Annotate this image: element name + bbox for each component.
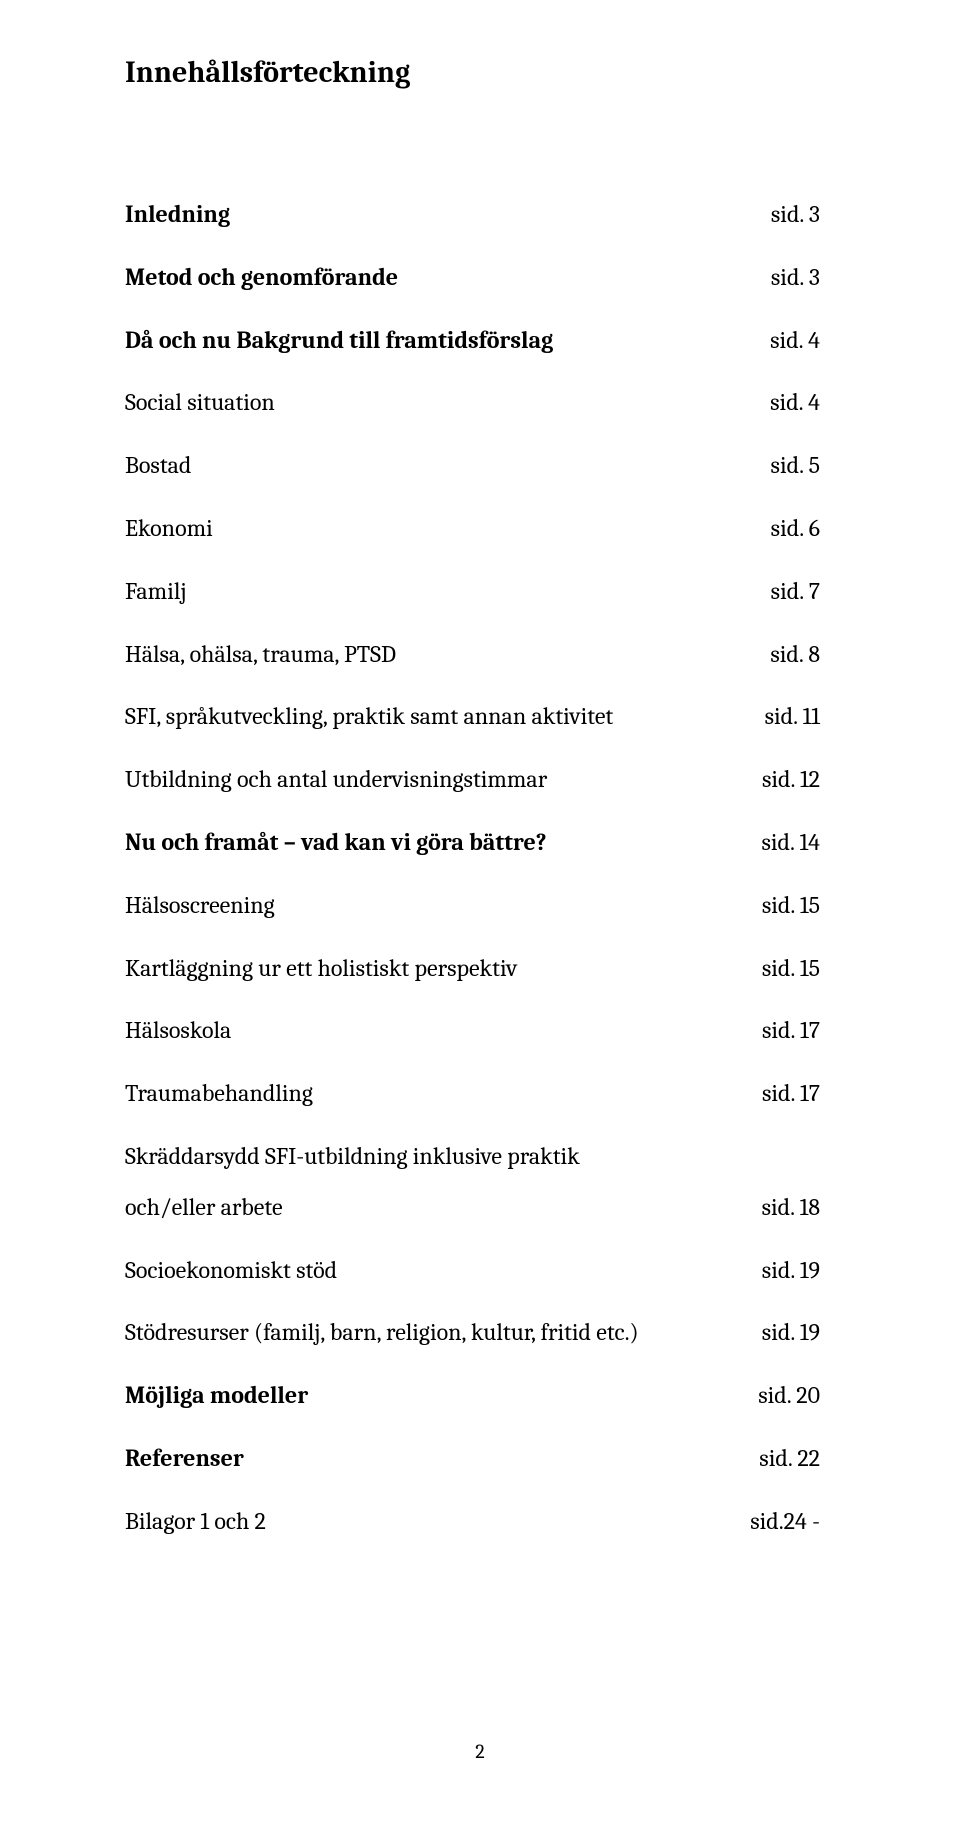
- toc-page: sid. 3: [771, 263, 820, 292]
- toc-page: sid. 18: [762, 1193, 820, 1222]
- toc-row: Traumabehandlingsid. 17: [125, 1079, 820, 1108]
- toc-label: Skräddarsydd SFI-utbildning inklusive pr…: [125, 1142, 820, 1171]
- toc-page: sid. 17: [762, 1079, 820, 1108]
- toc-page: sid. 19: [762, 1318, 820, 1347]
- toc-row: Socioekonomiskt stödsid. 19: [125, 1256, 820, 1285]
- toc-label: Utbildning och antal undervisningstimmar: [125, 765, 762, 794]
- toc-row: Möjliga modellersid. 20: [125, 1381, 820, 1410]
- toc-label: Familj: [125, 577, 771, 606]
- toc-row: Stödresurser (familj, barn, religion, ku…: [125, 1318, 820, 1347]
- toc-label: Traumabehandling: [125, 1079, 762, 1108]
- toc-row: och/eller arbetesid. 18: [125, 1193, 820, 1222]
- toc-label: Hälsoskola: [125, 1016, 762, 1045]
- toc-row: Nu och framåt – vad kan vi göra bättre?s…: [125, 828, 820, 857]
- toc-label: Bilagor 1 och 2: [125, 1507, 750, 1536]
- toc-label: Möjliga modeller: [125, 1381, 758, 1410]
- toc-page: sid. 11: [765, 702, 820, 731]
- toc-page: sid. 15: [762, 891, 820, 920]
- toc-row: SFI, språkutveckling, praktik samt annan…: [125, 702, 820, 731]
- toc-row: Social situationsid. 4: [125, 388, 820, 417]
- toc-page: sid. 6: [771, 514, 820, 543]
- toc-page: sid.24 -: [750, 1507, 820, 1536]
- toc-label: SFI, språkutveckling, praktik samt annan…: [125, 702, 765, 731]
- document-page: Innehållsförteckning Inledningsid. 3Meto…: [0, 0, 960, 1823]
- toc-label: Stödresurser (familj, barn, religion, ku…: [125, 1318, 762, 1347]
- toc-label: Nu och framåt – vad kan vi göra bättre?: [125, 828, 761, 857]
- toc-row: Familjsid. 7: [125, 577, 820, 606]
- toc-page: sid. 12: [762, 765, 820, 794]
- toc-row: Utbildning och antal undervisningstimmar…: [125, 765, 820, 794]
- toc-page: sid. 7: [771, 577, 820, 606]
- toc-row: Inledningsid. 3: [125, 200, 820, 229]
- toc-page: sid. 22: [759, 1444, 820, 1473]
- toc-page: sid. 19: [762, 1256, 820, 1285]
- toc-label: Kartläggning ur ett holistiskt perspekti…: [125, 954, 762, 983]
- toc-label: Då och nu Bakgrund till framtidsförslag: [125, 326, 770, 355]
- toc-label: Hälsa, ohälsa, trauma, PTSD: [125, 640, 770, 669]
- toc-page: sid. 17: [762, 1016, 820, 1045]
- toc-row: Hälsoskolasid. 17: [125, 1016, 820, 1045]
- toc-row: Bilagor 1 och 2sid.24 -: [125, 1507, 820, 1536]
- toc-page: sid. 5: [771, 451, 820, 480]
- toc-row: Bostadsid. 5: [125, 451, 820, 480]
- toc-page: sid. 4: [770, 388, 820, 417]
- toc-heading: Innehållsförteckning: [125, 55, 820, 90]
- toc-row: Ekonomisid. 6: [125, 514, 820, 543]
- toc-label: Social situation: [125, 388, 770, 417]
- toc-row: Hälsoscreeningsid. 15: [125, 891, 820, 920]
- toc-page: sid. 8: [770, 640, 820, 669]
- toc-label: och/eller arbete: [125, 1193, 762, 1222]
- toc-label: Referenser: [125, 1444, 759, 1473]
- toc-label: Metod och genomförande: [125, 263, 771, 292]
- toc-page: sid. 3: [771, 200, 820, 229]
- toc-label: Bostad: [125, 451, 771, 480]
- toc-label: Hälsoscreening: [125, 891, 762, 920]
- toc-row: Hälsa, ohälsa, trauma, PTSDsid. 8: [125, 640, 820, 669]
- toc-label: Inledning: [125, 200, 771, 229]
- toc-label: Ekonomi: [125, 514, 771, 543]
- toc-row: Skräddarsydd SFI-utbildning inklusive pr…: [125, 1142, 820, 1171]
- toc-row: Kartläggning ur ett holistiskt perspekti…: [125, 954, 820, 983]
- toc-page: sid. 14: [761, 828, 820, 857]
- toc-row: Referensersid. 22: [125, 1444, 820, 1473]
- toc-row: Metod och genomförandesid. 3: [125, 263, 820, 292]
- toc-page: sid. 4: [770, 326, 820, 355]
- toc-page: sid. 20: [758, 1381, 820, 1410]
- toc-row: Då och nu Bakgrund till framtidsförslags…: [125, 326, 820, 355]
- toc-label: Socioekonomiskt stöd: [125, 1256, 762, 1285]
- toc-list: Inledningsid. 3Metod och genomförandesid…: [125, 200, 820, 1536]
- toc-page: sid. 15: [762, 954, 820, 983]
- page-number: 2: [0, 1740, 960, 1763]
